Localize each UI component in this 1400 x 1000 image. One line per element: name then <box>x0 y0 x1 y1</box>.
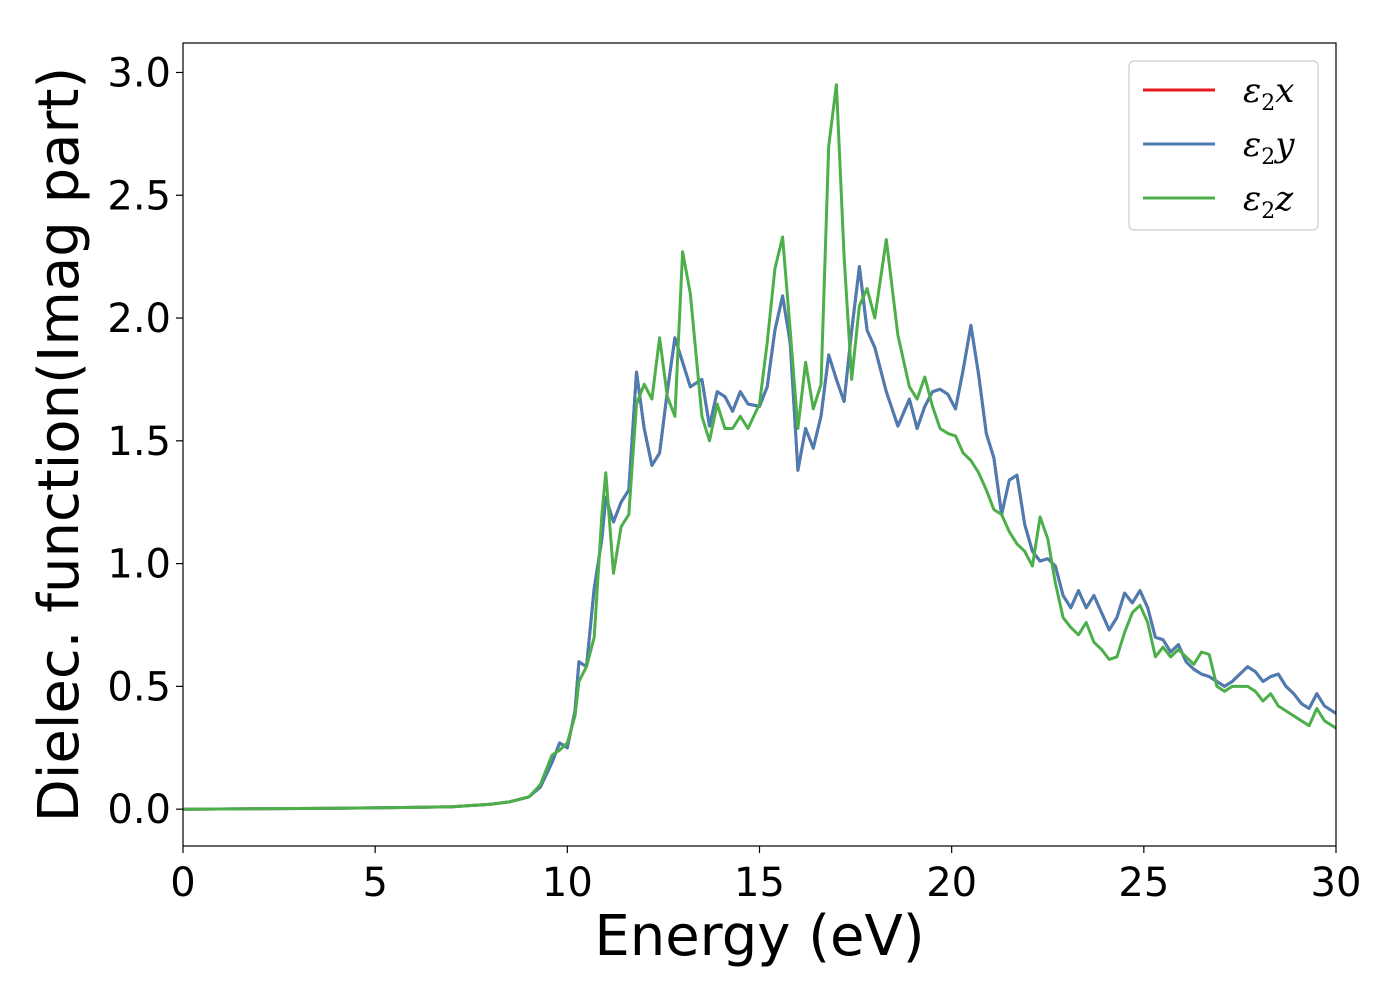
legend-label-z: ε2z <box>1243 179 1294 224</box>
y-axis-label: Dielec. function(Imag part) <box>27 67 92 823</box>
series-line-y <box>183 265 1336 811</box>
series-lines <box>183 83 1336 811</box>
y-tick-label: 2.0 <box>107 296 171 342</box>
legend-label-y: ε2y <box>1243 125 1295 170</box>
y-tick-label: 3.0 <box>107 50 171 96</box>
y-tick-label: 1.5 <box>107 419 171 465</box>
legend-label-x: ε2x <box>1243 71 1294 116</box>
y-tick-label: 0.0 <box>107 787 171 833</box>
x-tick-label: 0 <box>170 860 195 906</box>
x-tick-label: 5 <box>362 860 387 906</box>
x-tick-label: 30 <box>1311 860 1362 906</box>
x-tick-label: 15 <box>734 860 785 906</box>
x-axis-label: Energy (eV) <box>594 904 924 969</box>
series-line-z <box>183 83 1336 811</box>
x-tick-label: 10 <box>542 860 593 906</box>
x-tick-label: 25 <box>1118 860 1169 906</box>
x-tick-label: 20 <box>926 860 977 906</box>
y-tick-label: 2.5 <box>107 173 171 219</box>
series-line-x <box>183 265 1336 811</box>
y-tick-label: 1.0 <box>107 542 171 588</box>
y-tick-label: 0.5 <box>107 664 171 710</box>
legend: ε2x ε2y ε2z <box>1128 60 1319 231</box>
legend-box <box>1128 60 1319 231</box>
